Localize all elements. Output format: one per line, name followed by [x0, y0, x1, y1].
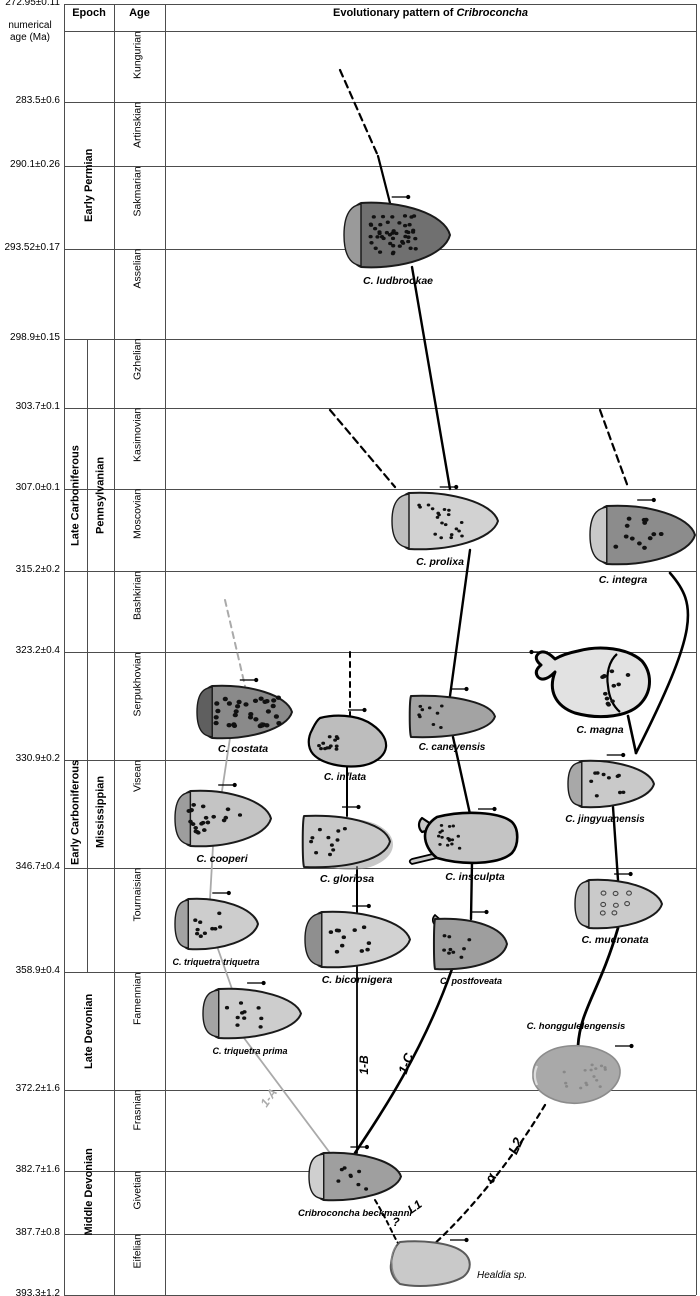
svg-text:C. gloriosa: C. gloriosa — [320, 873, 374, 885]
svg-text:C. bicornigera: C. bicornigera — [322, 974, 393, 986]
svg-text:C. ludbrookae: C. ludbrookae — [363, 275, 433, 287]
svg-text:1-B: 1-B — [357, 1055, 371, 1075]
svg-text:C. inflata: C. inflata — [324, 772, 367, 783]
svg-text:C. cooperi: C. cooperi — [196, 853, 248, 865]
svg-text:C. triquetra prima: C. triquetra prima — [212, 1046, 287, 1056]
svg-text:C. magna: C. magna — [576, 724, 623, 736]
svg-text:L1: L1 — [405, 1197, 425, 1217]
svg-text:C. integra: C. integra — [599, 574, 648, 586]
svg-text:1-C: 1-C — [395, 1050, 416, 1075]
svg-text:C. postfoveata: C. postfoveata — [440, 976, 502, 986]
svg-text:C. prolixa: C. prolixa — [416, 556, 464, 568]
svg-text:Cribroconcha beckmanni: Cribroconcha beckmanni — [298, 1208, 412, 1219]
svg-text:C. honggulelengensis: C. honggulelengensis — [527, 1021, 626, 1032]
svg-text:C. insculpta: C. insculpta — [445, 871, 505, 883]
svg-text:Healdia sp.: Healdia sp. — [477, 1270, 527, 1281]
svg-text:C. caneyensis: C. caneyensis — [419, 742, 486, 753]
svg-text:C. mucronata: C. mucronata — [581, 934, 648, 946]
svg-text:?: ? — [392, 1215, 400, 1229]
svg-text:C. triquetra triquetra: C. triquetra triquetra — [172, 957, 259, 967]
svg-text:L2: L2 — [505, 1135, 526, 1157]
svg-text:C. jingyuanensis: C. jingyuanensis — [565, 814, 645, 825]
svg-text:C. costata: C. costata — [218, 743, 268, 755]
svg-text:α: α — [481, 1169, 500, 1185]
